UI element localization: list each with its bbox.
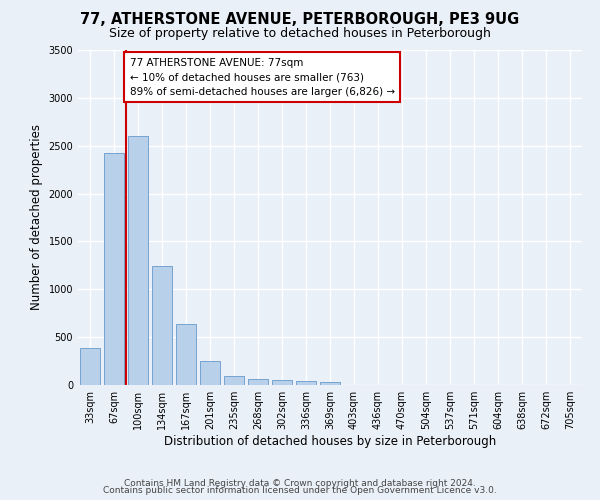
Bar [320, 382, 340, 385]
Bar [272, 380, 292, 385]
Text: Size of property relative to detached houses in Peterborough: Size of property relative to detached ho… [109, 28, 491, 40]
Bar [224, 376, 244, 385]
Bar [176, 324, 196, 385]
X-axis label: Distribution of detached houses by size in Peterborough: Distribution of detached houses by size … [164, 435, 496, 448]
Bar [104, 154, 124, 385]
Text: Contains public sector information licensed under the Open Government Licence v3: Contains public sector information licen… [103, 486, 497, 495]
Text: Contains HM Land Registry data © Crown copyright and database right 2024.: Contains HM Land Registry data © Crown c… [124, 478, 476, 488]
Text: 77, ATHERSTONE AVENUE, PETERBOROUGH, PE3 9UG: 77, ATHERSTONE AVENUE, PETERBOROUGH, PE3… [80, 12, 520, 28]
Text: 77 ATHERSTONE AVENUE: 77sqm
← 10% of detached houses are smaller (763)
89% of se: 77 ATHERSTONE AVENUE: 77sqm ← 10% of det… [130, 58, 395, 98]
Bar [80, 348, 100, 385]
Bar [248, 380, 268, 385]
Bar [200, 360, 220, 385]
Bar [296, 381, 316, 385]
Bar [152, 266, 172, 385]
Y-axis label: Number of detached properties: Number of detached properties [30, 124, 43, 310]
Bar [128, 136, 148, 385]
